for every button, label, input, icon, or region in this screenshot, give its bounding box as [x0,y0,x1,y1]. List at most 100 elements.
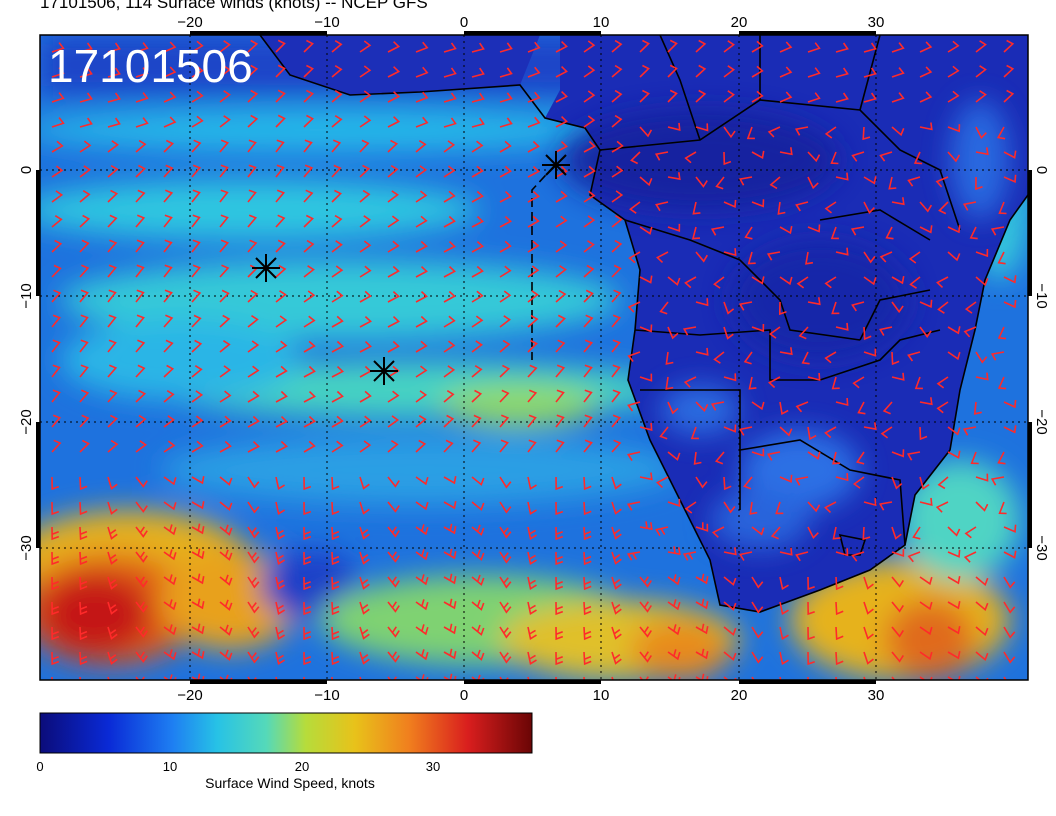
wind-barb [751,276,765,285]
wind-barb [824,501,837,513]
wind-barb [387,41,401,53]
wind-barb [747,251,756,265]
wind-barb [611,39,623,53]
wind-barb [191,415,204,428]
wind-barb [359,189,371,203]
wind-barb [163,574,177,586]
left-lat-labels: 0 −10 −20 −30 [18,166,35,561]
wind-barb [415,240,428,253]
wind-barb [611,364,621,378]
wind-barb [79,476,88,491]
wind-barb [583,364,593,378]
wind-barb [191,573,205,585]
wind-barb [835,626,844,641]
wind-barb [247,164,257,178]
wind-barb [387,190,399,203]
wind-barb [919,66,933,78]
wind-barb [51,117,65,128]
wind-barb [275,89,286,103]
wind-barb [975,40,987,53]
wind-barb [303,365,316,378]
wind-barb [135,576,148,588]
wind-barb [891,197,905,206]
wind-barb [682,551,697,561]
wind-barb [1003,39,1015,53]
wind-barb [555,501,564,516]
wind-barb [555,476,564,491]
wind-barb [471,624,485,636]
wind-barb [527,190,540,203]
wind-barb [163,139,174,153]
wind-barb [851,551,865,562]
wind-barb [807,224,821,233]
wind-barb [667,122,681,131]
wind-barb [611,501,622,515]
wind-barb [247,651,260,664]
left-lat-label-4: −30 [18,535,35,560]
wind-barb [247,551,260,564]
wind-barb [303,265,315,278]
wind-barb [79,67,93,78]
wind-barb [275,390,288,403]
wind-barb [990,226,1005,236]
wind-barb [107,140,119,153]
date-stamp: 17101506 [48,40,253,92]
wind-barb [667,326,679,340]
wind-barb [51,92,65,103]
wind-barb [79,601,88,616]
wind-barb [555,289,567,303]
wind-barb [919,41,933,53]
wind-barb [219,501,233,511]
wind-barb [779,474,793,483]
wind-barb [937,476,949,490]
wind-barb [639,275,653,284]
wind-barb [247,315,259,328]
wind-barb [891,476,903,490]
wind-barb [583,215,596,228]
wind-barb [1003,300,1017,309]
wind-barb [387,601,400,613]
wind-barb [163,314,174,328]
colorbar-label: Surface Wind Speed, knots [205,775,375,791]
wind-barb [882,401,893,415]
wind-barb [79,651,88,666]
wind-barb [912,526,921,540]
wind-barb [891,651,904,663]
wind-barb [191,164,202,178]
wind-barb [359,115,372,128]
star-marker-2 [370,357,398,385]
wind-barb [1003,550,1017,559]
wind-barb [659,301,669,315]
wind-barb [387,91,401,103]
wind-barb [219,599,233,611]
wind-barb [807,451,821,460]
wind-barb [247,476,260,489]
wind-barb [471,265,484,278]
wind-barb [107,42,121,53]
wind-barb [639,373,653,382]
wind-barb [51,439,62,453]
wind-barb [888,176,897,190]
wind-barb [135,601,148,613]
wind-barb [79,576,88,591]
wind-barb [527,651,537,665]
wind-barb [331,214,343,228]
wind-barb [555,141,568,153]
wind-barb [667,546,681,556]
wind-barb [163,214,173,228]
wind-barb [163,364,175,378]
wind-barb [796,276,809,289]
wind-barb [794,476,809,486]
wind-barb [387,316,400,328]
wind-barb [695,298,709,307]
wind-barb [947,549,961,558]
wind-barb [583,314,594,328]
wind-barb [667,649,681,661]
wind-barb [667,401,679,415]
wind-barb [969,226,978,240]
wind-barb [79,264,90,278]
wind-barb [359,316,372,328]
wind-barb [919,626,933,636]
wind-barb [611,114,623,128]
wind-barb [583,389,593,403]
